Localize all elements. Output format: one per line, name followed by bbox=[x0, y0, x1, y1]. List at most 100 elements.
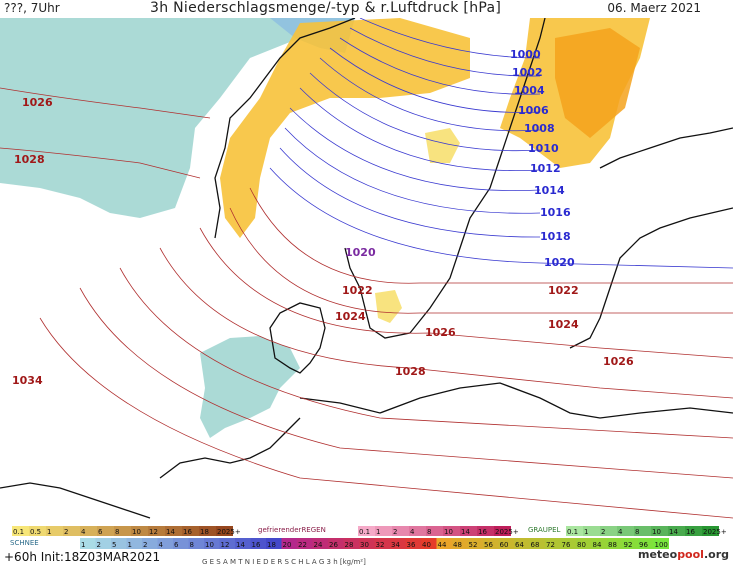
total-scale-tick-label: 40 bbox=[422, 541, 431, 549]
graupel-scale-swatch bbox=[702, 526, 719, 536]
graupel-scale-tick-label: 10 bbox=[652, 528, 661, 536]
total-scale-tick-label: 1 bbox=[128, 541, 132, 549]
total-scale-swatch bbox=[80, 538, 96, 549]
total-scale-tick-label: 64 bbox=[515, 541, 524, 549]
label-1008: 1008 bbox=[524, 122, 555, 135]
label-1020-east: 1020 bbox=[544, 256, 575, 269]
graupel-scale-tick-label: 0.1 bbox=[567, 528, 578, 536]
freezing-rain-scale-bar: 0.1 1 2 4 8 10 14 16 2025+ bbox=[358, 526, 519, 536]
label-1028-west: 1028 bbox=[14, 153, 45, 166]
total-scale-swatch bbox=[235, 538, 251, 549]
label-1016: 1016 bbox=[540, 206, 571, 219]
total-scale-tick-label: 26 bbox=[329, 541, 338, 549]
label-1022-center: 1022 bbox=[342, 284, 373, 297]
forecast-date: 06. Maerz 2021 bbox=[607, 1, 701, 15]
total-scale-tick-label: 84 bbox=[593, 541, 602, 549]
total-scale-swatch bbox=[467, 538, 483, 549]
freezing-scale-swatch bbox=[477, 526, 494, 536]
precip-legend: 0.1 0.5 1 2 4 6 8 10 12 14 16 18 2025+ gefrierenderR… bbox=[10, 526, 727, 566]
total-scale-tick-label: 80 bbox=[577, 541, 586, 549]
total-scale-tick-label: 5 bbox=[112, 541, 116, 549]
total-scale-swatch bbox=[111, 538, 127, 549]
freezing-scale-tick-label: 2025+ bbox=[495, 528, 519, 536]
graupel-scale-tick-label: 16 bbox=[686, 528, 695, 536]
freezing-scale-swatch bbox=[409, 526, 426, 536]
total-scale-tick-label: 2 bbox=[143, 541, 147, 549]
freezing-scale-tick-label: 16 bbox=[478, 528, 487, 536]
total-scale-tick-label: 2 bbox=[97, 541, 101, 549]
total-scale-tick-label: 4 bbox=[159, 541, 164, 549]
rain-scale-tick-label: 2025+ bbox=[217, 528, 241, 536]
freezing-rain-label: gefrierenderREGEN bbox=[258, 526, 326, 534]
total-scale-tick-label: 92 bbox=[624, 541, 633, 549]
graupel-scale-swatch bbox=[600, 526, 617, 536]
rain-scale-tick-label: 10 bbox=[132, 528, 141, 536]
isobar-1000 bbox=[359, 18, 541, 59]
graupel-scale-swatch bbox=[566, 526, 583, 536]
total-scale-tick-label: 1 bbox=[81, 541, 85, 549]
isobar-1008 bbox=[319, 57, 541, 132]
rain-scale-tick-label: 1 bbox=[47, 528, 51, 536]
rain-scale-tick-label: 2 bbox=[64, 528, 68, 536]
meteopool-logo[interactable]: meteopool.org bbox=[638, 548, 729, 561]
freezing-scale-swatch bbox=[426, 526, 443, 536]
freezing-scale-swatch bbox=[494, 526, 511, 536]
valid-time-label: ???, 7Uhr bbox=[4, 1, 60, 15]
total-scale-tick-label: 6 bbox=[174, 541, 179, 549]
label-1026-center: 1026 bbox=[425, 326, 456, 339]
isobar-1034 bbox=[39, 317, 733, 519]
isobar-1016 bbox=[284, 127, 541, 214]
label-1004: 1004 bbox=[514, 84, 545, 97]
total-scale-swatch bbox=[188, 538, 204, 549]
isobar-1010 bbox=[309, 72, 541, 152]
total-scale-tick-label: 60 bbox=[500, 541, 509, 549]
isobar-1032 bbox=[79, 287, 733, 479]
isobar-1024 bbox=[229, 207, 733, 314]
label-1000: 1000 bbox=[510, 48, 541, 61]
graupel-scale-tick-label: 2025+ bbox=[703, 528, 727, 536]
isobars-low bbox=[269, 18, 733, 269]
rain-scale-tick-label: 16 bbox=[183, 528, 192, 536]
rain-scale-tick-label: 6 bbox=[98, 528, 103, 536]
graupel-scale-swatch bbox=[617, 526, 634, 536]
isobar-labels: 1000 1002 1004 1006 1008 1010 1012 1014 … bbox=[12, 48, 634, 387]
total-scale-swatch bbox=[204, 538, 220, 549]
rain-scale-tick-label: 0.1 bbox=[13, 528, 24, 536]
total-scale-swatch bbox=[359, 538, 375, 549]
isobar-1026 bbox=[199, 227, 733, 359]
freezing-scale-swatch bbox=[460, 526, 477, 536]
label-1006: 1006 bbox=[518, 104, 549, 117]
total-scale-tick-label: 16 bbox=[252, 541, 261, 549]
total-scale-tick-label: 12 bbox=[221, 541, 230, 549]
coast-netherlands bbox=[159, 417, 301, 479]
total-scale-tick-label: 88 bbox=[608, 541, 617, 549]
rain-scale-tick-label: 8 bbox=[115, 528, 119, 536]
rain-scale-swatch bbox=[80, 526, 97, 536]
isobar-1018 bbox=[279, 147, 541, 238]
total-scale-tick-label: 10 bbox=[205, 541, 214, 549]
label-1002: 1002 bbox=[512, 66, 543, 79]
rain-scale-swatch bbox=[29, 526, 46, 536]
total-scale-tick-label: 18 bbox=[267, 541, 276, 549]
total-scale-tick-label: 76 bbox=[562, 541, 571, 549]
total-scale-tick-label: 100 bbox=[655, 541, 668, 549]
logo-tld-text: .org bbox=[703, 548, 729, 561]
rain-scale-swatch bbox=[199, 526, 216, 536]
freezing-scale-tick-label: 0.1 bbox=[359, 528, 370, 536]
isobar-1028 bbox=[159, 247, 733, 399]
rain-area-gulf bbox=[555, 28, 640, 138]
rain-scale-tick-label: 12 bbox=[149, 528, 158, 536]
total-scale-swatch bbox=[328, 538, 344, 549]
label-1026-northwest: 1026 bbox=[22, 96, 53, 109]
snow-area-northwest bbox=[0, 18, 355, 218]
rain-scale-tick-label: 18 bbox=[200, 528, 209, 536]
isobar-1020-blue bbox=[269, 167, 733, 269]
label-1024-center: 1024 bbox=[335, 310, 366, 323]
init-time-label: +60h Init:18Z03MAR2021 bbox=[4, 550, 161, 564]
total-scale-tick-label: 14 bbox=[236, 541, 245, 549]
total-scale-swatch bbox=[297, 538, 313, 549]
rain-scale-swatch bbox=[165, 526, 182, 536]
total-scale-swatch bbox=[374, 538, 390, 549]
isobar-1028-north bbox=[0, 147, 201, 179]
total-scale-tick-label: 96 bbox=[639, 541, 648, 549]
